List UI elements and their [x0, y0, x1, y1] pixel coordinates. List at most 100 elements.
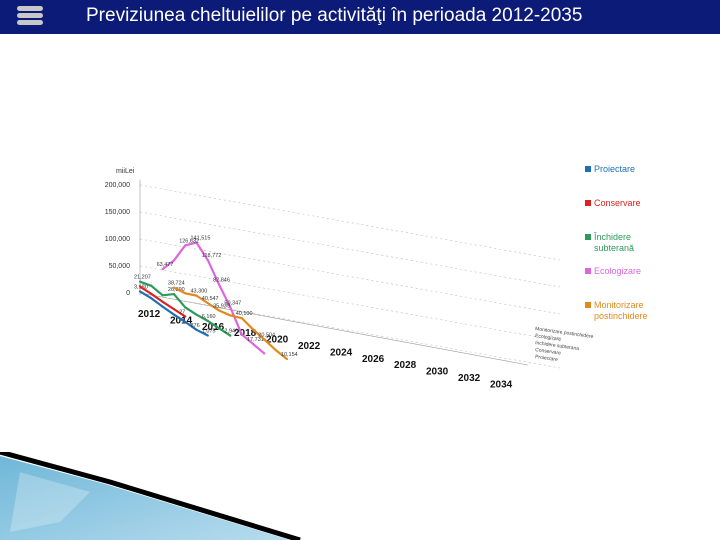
legend-label: Monitorizare postinchidere	[594, 300, 648, 321]
x-tick-label: 2030	[426, 367, 449, 378]
legend-swatch	[585, 200, 591, 206]
data-point	[150, 292, 153, 295]
legend-label: Conservare	[594, 198, 641, 208]
data-point	[206, 319, 209, 322]
data-label: 1,075	[202, 329, 216, 335]
data-label: 17,731	[247, 337, 264, 343]
menu-bar	[17, 20, 43, 25]
gridline	[139, 211, 561, 288]
data-point	[184, 244, 187, 247]
data-point	[161, 268, 164, 271]
data-label: 21,207	[134, 275, 151, 281]
x-tick-label: 2024	[330, 347, 353, 358]
data-label: 20,504	[258, 332, 275, 338]
data-point	[184, 320, 187, 323]
data-label: 40,100	[236, 311, 253, 317]
gridline	[139, 238, 561, 315]
data-point	[240, 333, 243, 336]
data-point	[218, 283, 221, 286]
data-label: 2,940	[224, 329, 238, 335]
depth-axis-label: Proiectare	[535, 354, 559, 363]
title-bar: Previziunea cheltuielilor pe activităţi …	[0, 0, 720, 34]
legend-label: Ecologizare	[594, 266, 641, 276]
data-label: 27	[179, 310, 185, 316]
x-tick-label: 2022	[298, 341, 321, 352]
y-axis-label: miiLei	[116, 168, 135, 175]
data-label: 35,939	[213, 304, 230, 310]
x-tick-label: 2012	[138, 309, 161, 320]
data-point	[229, 334, 232, 337]
page-title: Previziunea cheltuielilor pe activităţi …	[86, 5, 583, 26]
y-tick-label: 150,000	[105, 209, 130, 216]
data-point	[138, 285, 142, 288]
x-axis	[139, 292, 529, 366]
legend-label: Închidere subterană	[593, 232, 634, 253]
depth-axis-label: Ecologizare	[535, 333, 562, 343]
data-point	[240, 317, 243, 320]
data-label: 141,515	[191, 236, 211, 242]
data-point	[161, 294, 164, 297]
data-point	[229, 306, 232, 309]
x-tick-label: 2034	[490, 379, 513, 390]
x-tick-label: 2032	[458, 373, 481, 384]
wave-shape	[0, 456, 290, 540]
data-label: 6,160	[202, 314, 216, 320]
y-tick-label: 100,000	[105, 236, 130, 243]
y-tick-label: 50,000	[109, 263, 131, 270]
data-point	[206, 334, 209, 337]
legend-label: Proiectare	[594, 164, 635, 174]
legend-swatch	[585, 302, 591, 308]
data-label: 43,300	[191, 289, 208, 295]
data-point	[206, 258, 209, 262]
y-tick-label: 0	[126, 290, 130, 297]
data-point	[274, 348, 277, 352]
data-label: 63,477	[157, 262, 174, 268]
y-tick-label: 200,000	[105, 182, 130, 189]
menu-bar	[17, 6, 43, 11]
legend-swatch	[585, 166, 591, 172]
data-point	[138, 280, 142, 283]
data-point	[195, 328, 198, 331]
x-tick-label: 2016	[202, 322, 225, 333]
data-point	[172, 313, 175, 316]
depth-axis-label: Conservare	[535, 347, 562, 357]
data-point	[195, 241, 198, 244]
data-point	[251, 328, 255, 331]
data-point	[172, 308, 175, 311]
data-point	[263, 338, 266, 341]
menu-icon[interactable]	[17, 5, 43, 30]
x-tick-label: 2018	[234, 328, 257, 339]
legend-swatch	[585, 268, 591, 274]
series-line	[161, 241, 266, 355]
data-label: 10,154	[281, 352, 298, 358]
data-point	[184, 306, 187, 309]
data-point	[218, 327, 221, 330]
data-point	[161, 305, 164, 308]
data-point	[161, 300, 164, 303]
data-point	[172, 286, 175, 289]
data-label: 82,846	[213, 278, 230, 284]
data-point	[195, 294, 198, 297]
data-point	[138, 290, 142, 293]
data-label: 38,724	[168, 281, 185, 287]
x-tick-label: 2026	[362, 354, 385, 365]
data-point	[263, 352, 266, 355]
data-label: 126,632	[179, 238, 199, 244]
wave-line	[0, 452, 301, 540]
chart: 0 50,000 100,000 150,000 200,000 miiLei 2012 20…	[105, 164, 648, 390]
wave-highlight	[10, 472, 90, 532]
data-point	[184, 292, 187, 295]
gridline	[139, 265, 561, 342]
data-point	[172, 292, 175, 296]
legend-swatch	[585, 234, 591, 240]
x-tick-label: 2028	[394, 360, 417, 371]
data-point	[285, 357, 288, 361]
data-point	[150, 297, 153, 300]
data-label: 876	[191, 323, 200, 329]
data-point	[184, 315, 187, 318]
data-label: 50,347	[224, 300, 241, 306]
menu-bar	[17, 13, 43, 18]
data-point	[195, 313, 198, 316]
data-point	[150, 284, 153, 287]
data-point	[218, 309, 221, 312]
